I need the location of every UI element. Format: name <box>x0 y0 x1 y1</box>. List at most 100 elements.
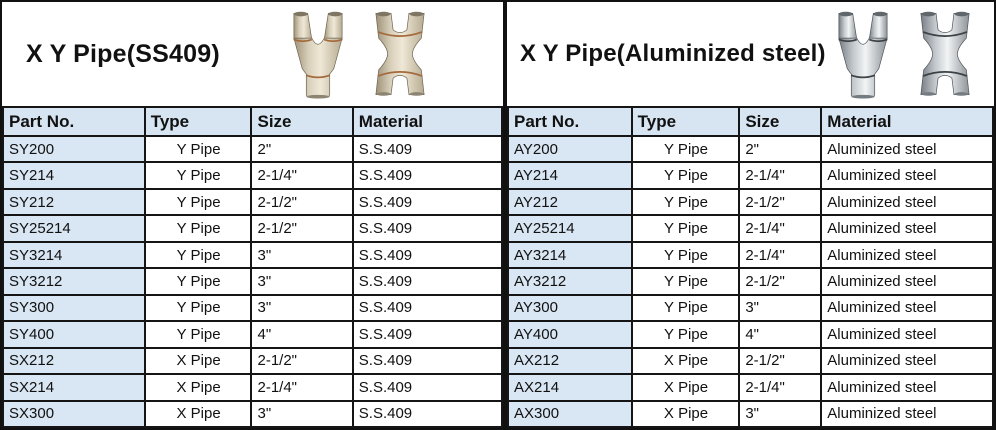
product-images-ss409 <box>287 8 431 100</box>
cell-type: X Pipe <box>143 373 253 402</box>
cell-material: Aluminized steel <box>820 293 994 323</box>
cell-type: Y Pipe <box>630 293 741 323</box>
cell-part-no: AX214 <box>507 373 633 402</box>
table-row: AY400 Y Pipe 4" Aluminized steel <box>507 320 994 349</box>
table-row: SY200 Y Pipe 2" S.S.409 <box>2 134 504 164</box>
cell-material: Aluminized steel <box>820 320 994 349</box>
header-part-no: Part No. <box>507 106 633 137</box>
cell-material: Aluminized steel <box>820 187 994 217</box>
cell-type: Y Pipe <box>143 214 253 243</box>
cell-type: X Pipe <box>630 399 741 428</box>
cell-type: Y Pipe <box>630 161 741 190</box>
cell-size: 3" <box>250 293 354 323</box>
y-pipe-image <box>293 11 343 99</box>
cell-material: Aluminized steel <box>820 373 994 402</box>
table-row: SY214 Y Pipe 2-1/4" S.S.409 <box>2 161 504 190</box>
aluminized-table: Part No. Type Size Material AY200 Y Pipe 2… <box>507 106 994 428</box>
cell-type: Y Pipe <box>630 134 741 164</box>
cell-part-no: AY200 <box>507 134 633 164</box>
cell-size: 3" <box>250 240 354 270</box>
cell-material: Aluminized steel <box>820 399 994 428</box>
cell-part-no: SY400 <box>2 320 146 349</box>
cell-part-no: AY212 <box>507 187 633 217</box>
table-row: AY3212 Y Pipe 2-1/2" Aluminized steel <box>507 267 994 296</box>
header-part-no: Part No. <box>2 106 146 137</box>
cell-part-no: SX212 <box>2 346 146 376</box>
table-row: AY25214 Y Pipe 2-1/4" Aluminized steel <box>507 214 994 243</box>
cell-size: 2-1/4" <box>250 373 354 402</box>
header-type: Type <box>630 106 741 137</box>
cell-material: S.S.409 <box>351 187 504 217</box>
cell-size: 2-1/4" <box>738 161 823 190</box>
cell-size: 2" <box>250 134 354 164</box>
x-pipe-image <box>375 11 425 96</box>
cell-size: 3" <box>250 267 354 296</box>
cell-size: 2-1/4" <box>250 161 354 190</box>
cell-part-no: AY3212 <box>507 267 633 296</box>
cell-part-no: AY300 <box>507 293 633 323</box>
cell-type: Y Pipe <box>143 293 253 323</box>
table-row: SX212 X Pipe 2-1/2" S.S.409 <box>2 346 504 376</box>
cell-material: S.S.409 <box>351 320 504 349</box>
cell-size: 2-1/4" <box>738 214 823 243</box>
table-row: SX300 X Pipe 3" S.S.409 <box>2 399 504 428</box>
cell-material: S.S.409 <box>351 214 504 243</box>
cell-size: 2-1/4" <box>738 373 823 402</box>
cell-material: S.S.409 <box>351 161 504 190</box>
table-header-row: Part No. Type Size Material <box>2 106 504 137</box>
cell-material: S.S.409 <box>351 240 504 270</box>
table-row: SY3214 Y Pipe 3" S.S.409 <box>2 240 504 270</box>
cell-size: 2-1/2" <box>738 346 823 376</box>
cell-material: S.S.409 <box>351 293 504 323</box>
cell-type: Y Pipe <box>143 240 253 270</box>
cell-part-no: SY212 <box>2 187 146 217</box>
cell-material: S.S.409 <box>351 346 504 376</box>
cell-part-no: SX300 <box>2 399 146 428</box>
cell-size: 3" <box>738 399 823 428</box>
cell-type: X Pipe <box>630 373 741 402</box>
cell-material: Aluminized steel <box>820 161 994 190</box>
table-row: SY300 Y Pipe 3" S.S.409 <box>2 293 504 323</box>
cell-part-no: SY3214 <box>2 240 146 270</box>
cell-part-no: SY200 <box>2 134 146 164</box>
cell-material: Aluminized steel <box>820 134 994 164</box>
table-row: AY300 Y Pipe 3" Aluminized steel <box>507 293 994 323</box>
cell-size: 2-1/2" <box>738 187 823 217</box>
x-pipe-image <box>920 11 970 96</box>
cell-type: X Pipe <box>143 346 253 376</box>
cell-part-no: AX212 <box>507 346 633 376</box>
section-title-ss409: X Y Pipe(SS409) <box>26 39 220 68</box>
cell-part-no: AY400 <box>507 320 633 349</box>
section-title-aluminized: X Y Pipe(Aluminized steel) <box>520 40 826 67</box>
cell-size: 2-1/2" <box>250 214 354 243</box>
header-size: Size <box>738 106 823 137</box>
cell-size: 2-1/2" <box>250 346 354 376</box>
section-aluminized: X Y Pipe(Aluminized steel) <box>505 2 994 428</box>
cell-part-no: SY25214 <box>2 214 146 243</box>
cell-size: 3" <box>738 293 823 323</box>
cell-size: 2-1/2" <box>738 267 823 296</box>
ss409-table: Part No. Type Size Material SY200 Y Pipe 2… <box>2 106 504 428</box>
header-material: Material <box>351 106 504 137</box>
section-ss409: X Y Pipe(SS409) <box>2 2 505 428</box>
section-header-ss409: X Y Pipe(SS409) <box>2 2 503 106</box>
cell-part-no: SY300 <box>2 293 146 323</box>
cell-type: Y Pipe <box>143 267 253 296</box>
cell-size: 2-1/4" <box>738 240 823 270</box>
cell-type: Y Pipe <box>630 214 741 243</box>
table-row: SY400 Y Pipe 4" S.S.409 <box>2 320 504 349</box>
cell-size: 4" <box>738 320 823 349</box>
table-row: AY3214 Y Pipe 2-1/4" Aluminized steel <box>507 240 994 270</box>
cell-size: 4" <box>250 320 354 349</box>
cell-material: S.S.409 <box>351 267 504 296</box>
cell-material: Aluminized steel <box>820 240 994 270</box>
cell-part-no: AY3214 <box>507 240 633 270</box>
table-row: AX214 X Pipe 2-1/4" Aluminized steel <box>507 373 994 402</box>
cell-part-no: AY25214 <box>507 214 633 243</box>
cell-part-no: AY214 <box>507 161 633 190</box>
cell-part-no: SY3212 <box>2 267 146 296</box>
table-row: SX214 X Pipe 2-1/4" S.S.409 <box>2 373 504 402</box>
cell-type: Y Pipe <box>630 267 741 296</box>
cell-part-no: SY214 <box>2 161 146 190</box>
